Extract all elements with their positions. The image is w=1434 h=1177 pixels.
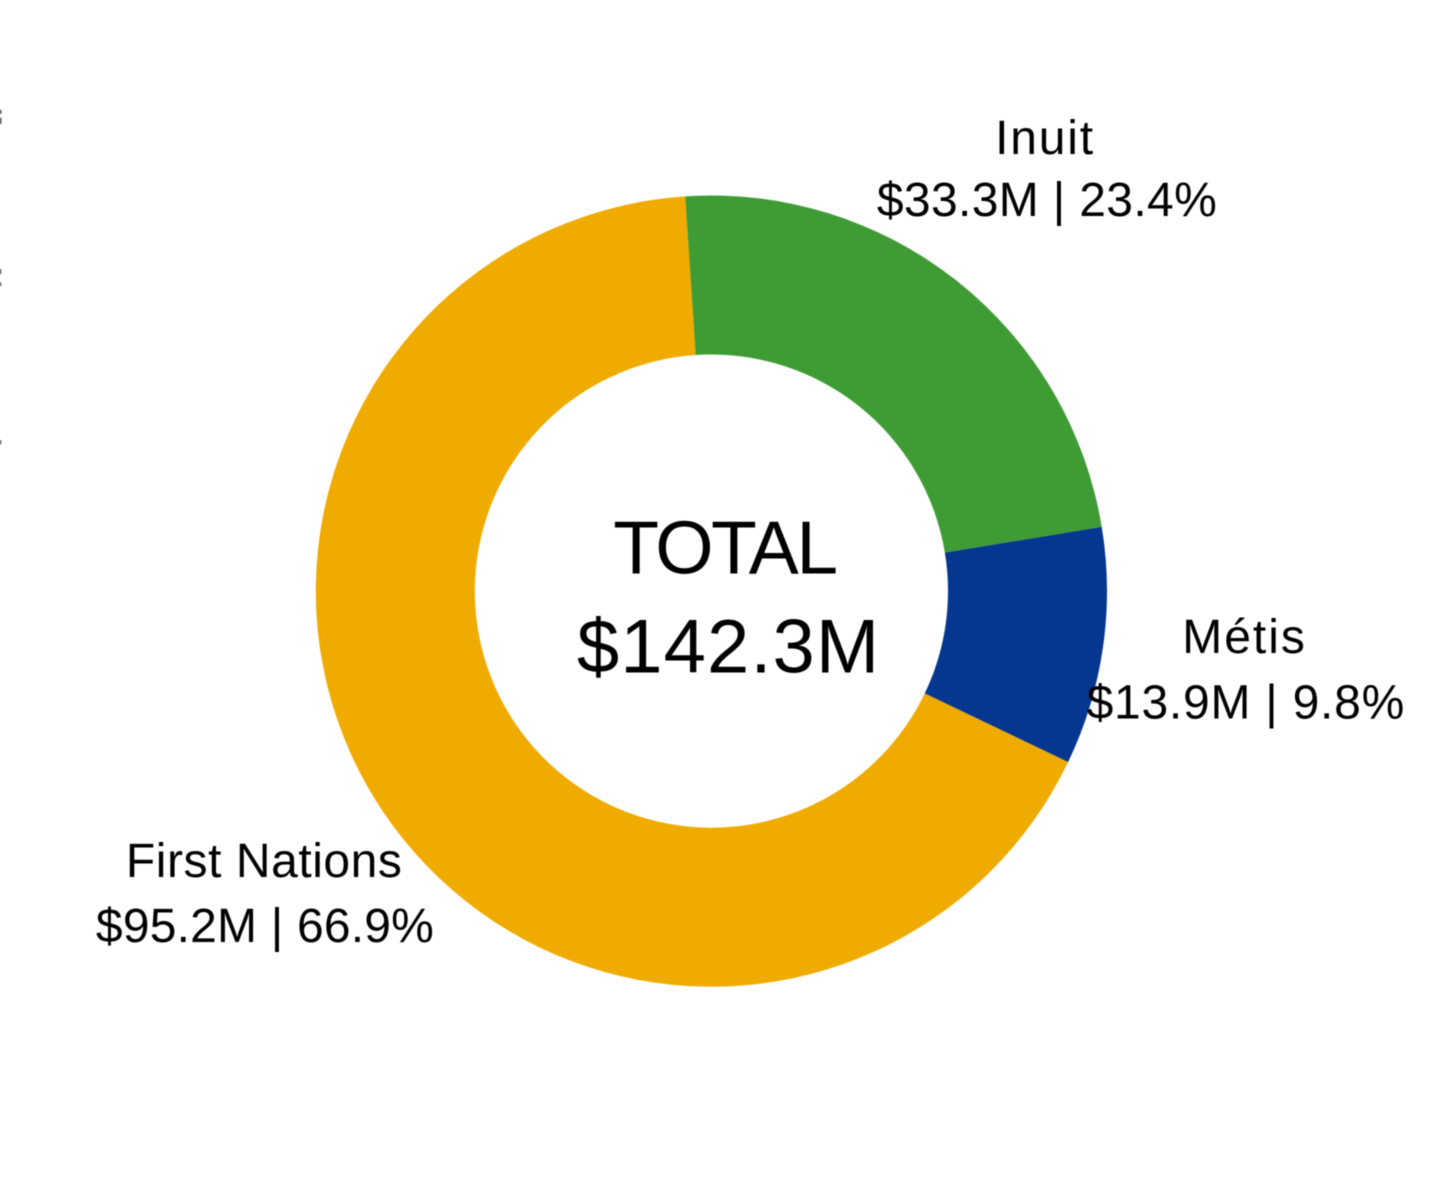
svg-text:$13.9M | 9.8%: $13.9M | 9.8% [1087,676,1405,729]
svg-text:TOTAL: TOTAL [613,506,836,590]
svg-text:Inuit: Inuit [995,112,1095,165]
svg-text:$142.3M: $142.3M [577,605,880,690]
svg-text:Métis: Métis [1182,611,1307,664]
svg-text:First Nations: First Nations [126,835,403,888]
svg-text:$95.2M | 66.9%: $95.2M | 66.9% [96,900,434,953]
svg-text:$33.3M | 23.4%: $33.3M | 23.4% [877,174,1217,227]
